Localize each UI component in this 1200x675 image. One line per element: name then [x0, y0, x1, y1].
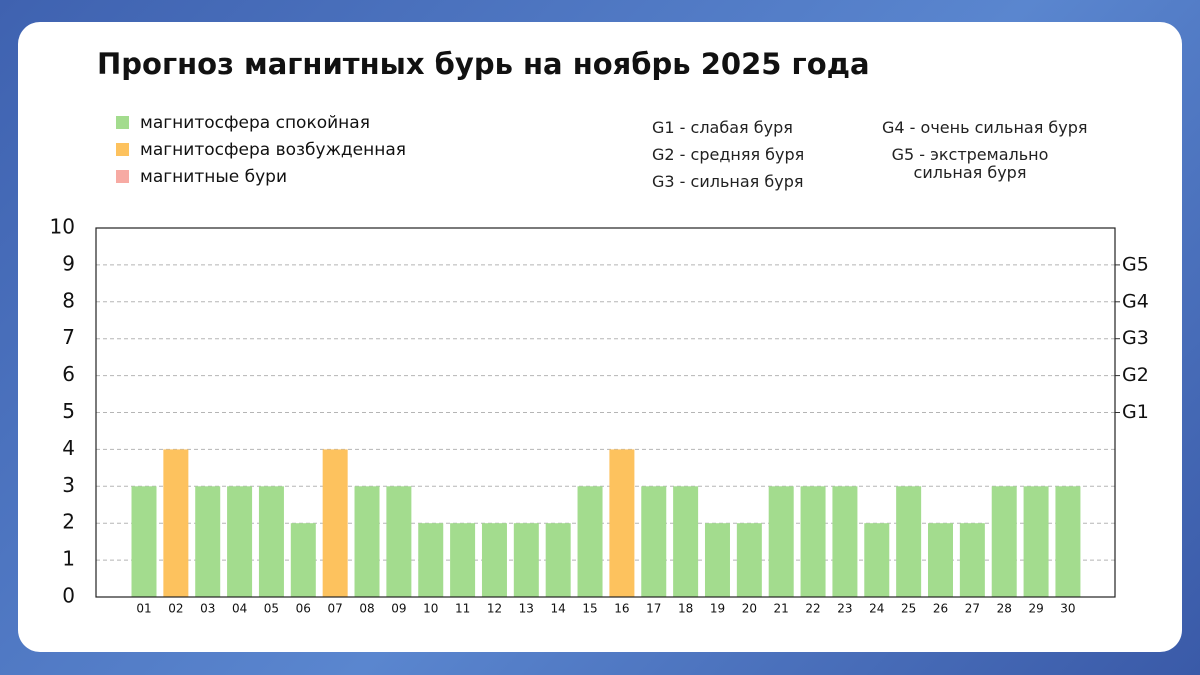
scale-note: G3 - сильная буря — [652, 172, 804, 191]
bar — [545, 523, 571, 597]
x-tick-label: 11 — [455, 602, 470, 616]
chart-title: Прогноз магнитных бурь на ноябрь 2025 го… — [97, 47, 870, 81]
x-tick-label: 27 — [965, 602, 980, 616]
scale-note: G4 - очень сильная буря — [882, 118, 1088, 137]
x-tick-label: 04 — [232, 602, 247, 616]
bar — [258, 486, 284, 597]
scale-note: G1 - слабая буря — [652, 118, 793, 137]
x-tick-label: 19 — [710, 602, 725, 616]
plot-frame — [95, 227, 1116, 598]
bar — [736, 523, 762, 597]
x-tick-label: 14 — [551, 602, 566, 616]
bar — [386, 486, 412, 597]
y-tick-label: 6 — [62, 362, 75, 386]
x-tick-label: 23 — [837, 602, 852, 616]
x-tick-label: 24 — [869, 602, 884, 616]
bar — [832, 486, 858, 597]
bar — [577, 486, 603, 597]
y2-tick-label: G2 — [1122, 364, 1149, 386]
bar — [354, 486, 380, 597]
bar — [991, 486, 1017, 597]
bar — [864, 523, 890, 597]
y-tick-label: 3 — [62, 473, 75, 497]
bar — [418, 523, 444, 597]
x-tick-label: 17 — [646, 602, 661, 616]
x-tick-label: 10 — [423, 602, 438, 616]
bar — [131, 486, 157, 597]
y-tick-label: 5 — [62, 399, 75, 423]
bar — [322, 449, 348, 597]
x-tick-label: 28 — [997, 602, 1012, 616]
legend-label: магнитосфера спокойная — [140, 113, 370, 133]
bar — [704, 523, 730, 597]
x-tick-label: 22 — [805, 602, 820, 616]
y-tick-label: 7 — [62, 325, 75, 349]
bar — [609, 449, 635, 597]
bar — [768, 486, 794, 597]
x-tick-label: 25 — [901, 602, 916, 616]
legend-swatch — [116, 116, 129, 129]
x-tick-label: 13 — [519, 602, 534, 616]
bar — [227, 486, 253, 597]
x-tick-label: 09 — [391, 602, 406, 616]
y-tick-label: 2 — [62, 510, 75, 534]
y-tick-label: 10 — [50, 215, 75, 239]
legend-swatch — [116, 170, 129, 183]
bar — [896, 486, 922, 597]
x-tick-label: 20 — [742, 602, 757, 616]
y2-tick-label: G4 — [1122, 290, 1149, 312]
legend-label: магнитные бури — [140, 167, 287, 187]
bar — [195, 486, 221, 597]
y2-tick-label: G1 — [1122, 401, 1149, 423]
scale-note: G5 - экстремально сильная буря — [891, 145, 1049, 182]
bar — [513, 523, 539, 597]
x-tick-label: 01 — [136, 602, 151, 616]
y2-tick-label: G5 — [1122, 253, 1149, 275]
legend-label: магнитосфера возбужденная — [140, 140, 406, 160]
x-tick-label: 18 — [678, 602, 693, 616]
bar — [959, 523, 985, 597]
bar — [450, 523, 476, 597]
x-tick-label: 16 — [614, 602, 629, 616]
x-tick-label: 30 — [1060, 602, 1075, 616]
x-tick-label: 03 — [200, 602, 215, 616]
x-tick-label: 08 — [359, 602, 374, 616]
y-tick-label: 4 — [62, 436, 75, 460]
bar — [928, 523, 953, 597]
x-tick-label: 15 — [582, 602, 597, 616]
x-tick-label: 12 — [487, 602, 502, 616]
y-tick-label: 1 — [62, 547, 75, 571]
x-tick-label: 06 — [296, 602, 311, 616]
bar — [1055, 486, 1081, 597]
bar — [641, 486, 667, 597]
legend-swatch — [116, 143, 129, 156]
y-tick-label: 0 — [62, 584, 75, 608]
bar — [481, 523, 507, 597]
y-tick-label: 9 — [62, 251, 75, 275]
scale-note: G2 - средняя буря — [652, 145, 805, 164]
x-tick-label: 21 — [774, 602, 789, 616]
y2-tick-label: G3 — [1122, 327, 1149, 349]
bar — [163, 449, 189, 597]
x-tick-label: 02 — [168, 602, 183, 616]
bar — [800, 486, 826, 597]
y-tick-label: 8 — [62, 288, 75, 312]
x-tick-label: 05 — [264, 602, 279, 616]
bar — [290, 523, 316, 597]
x-tick-label: 07 — [328, 602, 343, 616]
bar — [673, 486, 699, 597]
bar — [1023, 486, 1049, 597]
x-tick-label: 29 — [1028, 602, 1043, 616]
x-tick-label: 26 — [933, 602, 948, 616]
